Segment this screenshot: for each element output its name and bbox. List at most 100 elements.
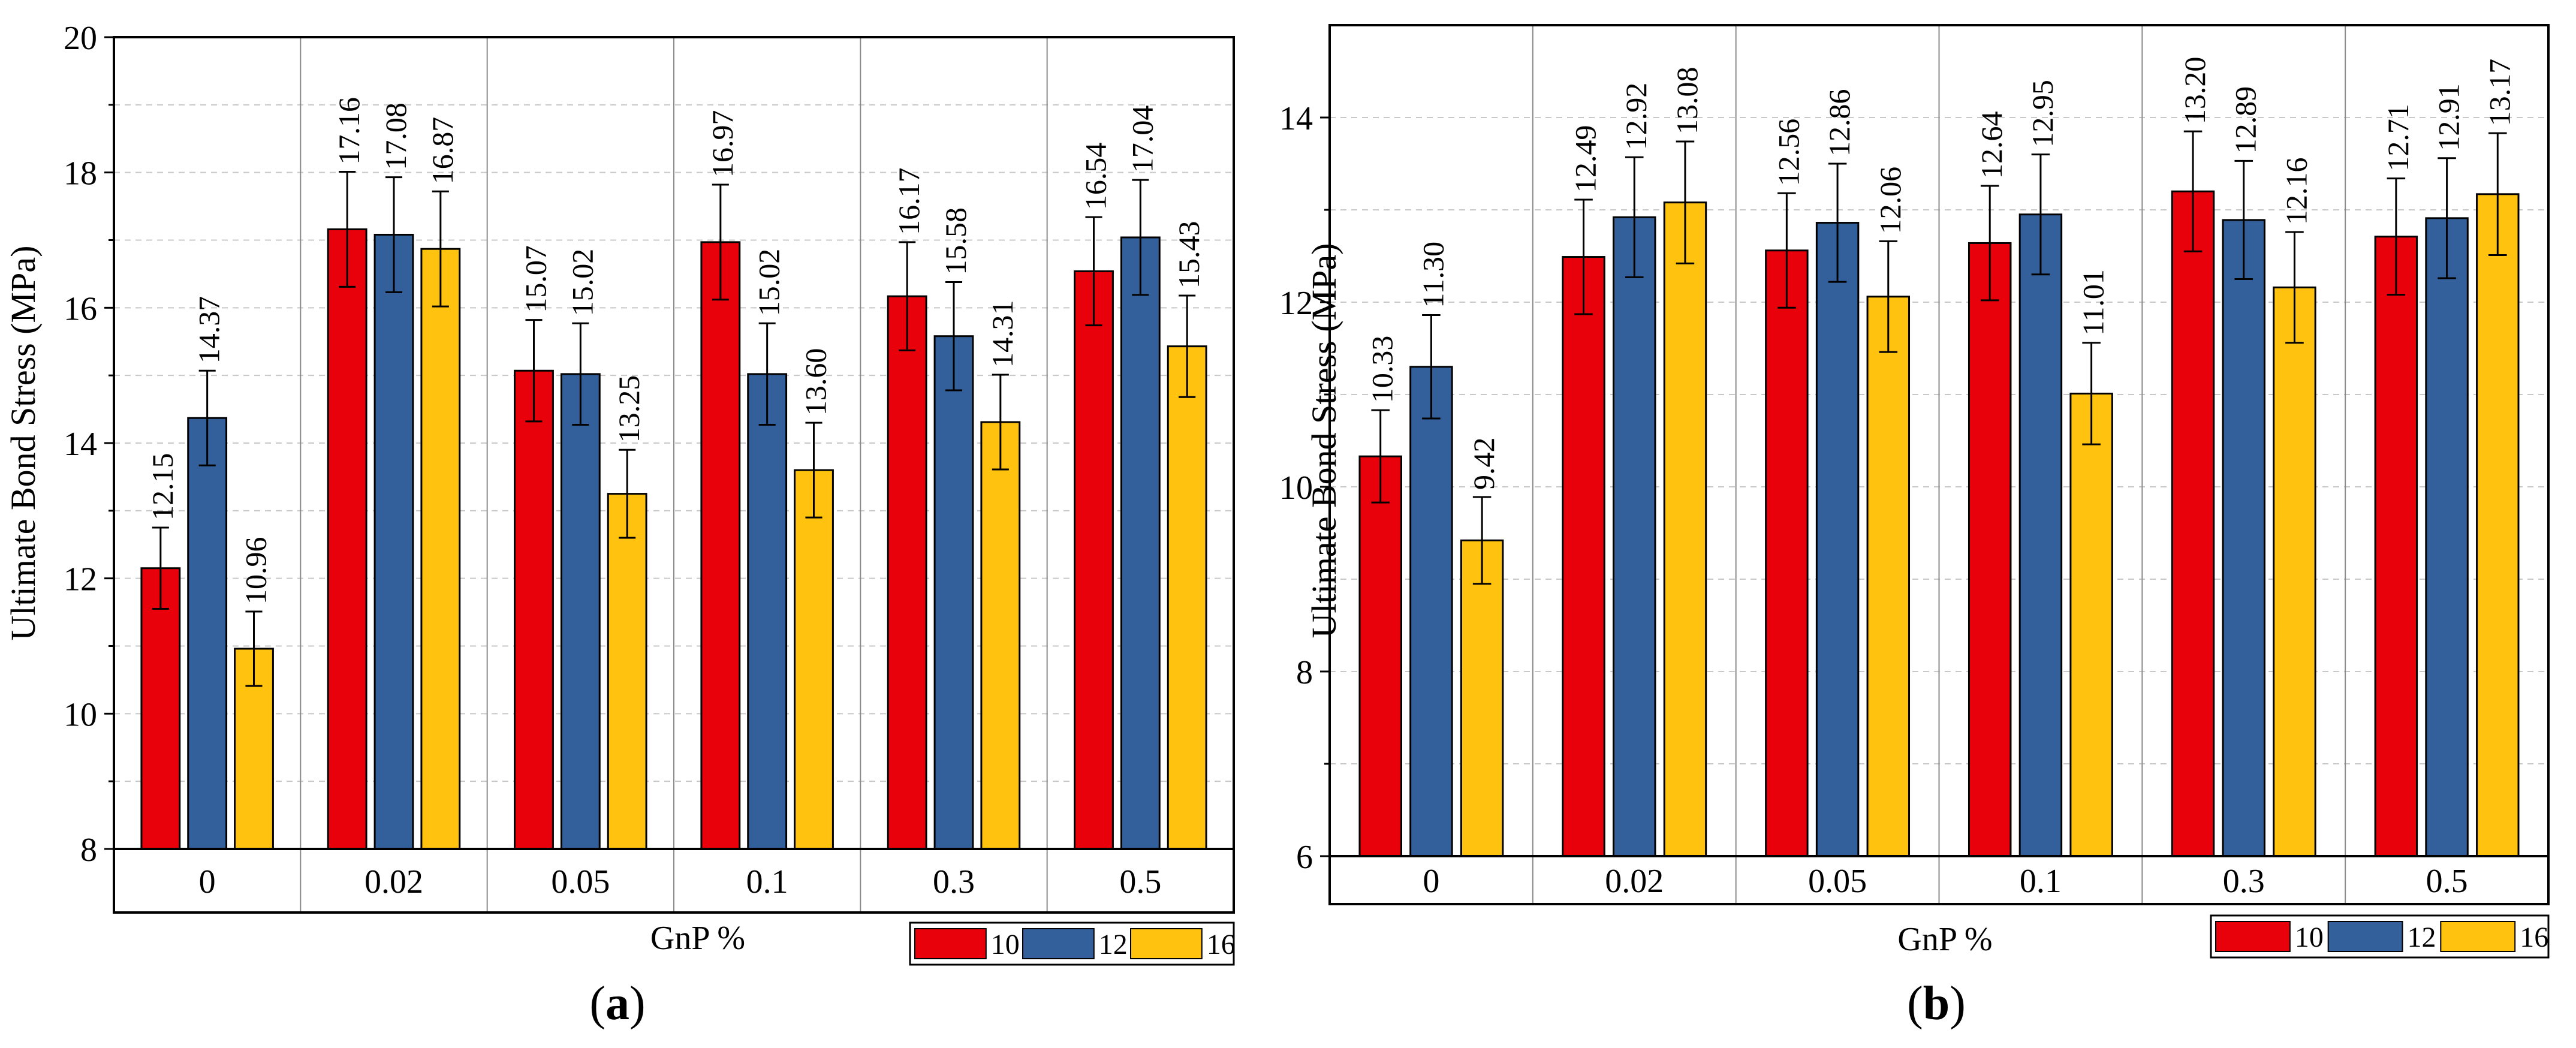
y-tick-label: 10 [1279,469,1313,507]
bar [420,248,461,850]
data-label: 12.49 [1569,125,1602,193]
category-label: 0.05 [551,863,610,901]
data-label: 10.96 [239,537,273,604]
data-label: 12.89 [2229,86,2262,154]
bar [514,369,554,850]
bar [1562,256,1605,857]
bar [1358,455,1402,857]
y-tick-label: 12 [1279,285,1313,322]
legend-label: 12 [2408,921,2436,953]
legend-label: 12 [1099,929,1128,960]
data-label: 17.08 [379,103,412,170]
bar [1120,236,1161,850]
bar [2425,217,2469,857]
y-tick-label: 8 [1296,654,1313,691]
data-label: 13.17 [2482,59,2516,127]
data-label: 17.16 [332,97,366,165]
y-tick-label: 18 [64,155,97,192]
data-label: 12.86 [1822,89,1856,157]
data-label: 16.17 [892,167,926,235]
y-tick-label: 14 [1279,100,1313,137]
category-label: 0 [1423,863,1439,900]
category-label: 0.02 [1605,863,1664,900]
bar [2171,190,2215,857]
legend-swatch [2440,921,2516,952]
data-label: 15.43 [1172,221,1206,288]
data-label: 11.30 [1416,242,1450,308]
legend-swatch [914,928,987,959]
chart-panel-b: 6 8 10 12 14 10.33 11.30 9.42 0 12.49 12.92 13.08 0.… [1279,24,2550,1030]
bar [1968,242,2012,857]
data-label: 12.56 [1771,119,1805,186]
legend-label: 16 [1207,929,1236,960]
data-label: 11.01 [2077,269,2110,336]
bar [1409,366,1453,857]
legend-label: 16 [2520,921,2548,953]
category-label: 0.3 [2223,863,2265,900]
bar [2273,286,2316,857]
data-label: 9.42 [1467,437,1501,490]
data-label: 14.37 [192,296,226,364]
y-axis-label: Ultimate Bond Stress (MPa) [4,246,43,641]
y-axis-label: Ultimate Bond Stress (MPa) [1304,243,1343,639]
category-label: 0.3 [933,863,975,901]
bar [2476,193,2520,857]
bar [607,493,647,850]
category-label: 0.5 [2426,863,2468,900]
data-label: 15.02 [565,249,599,316]
data-label: 13.20 [2178,57,2212,125]
data-label: 13.08 [1670,67,1704,135]
bar [1866,296,1911,857]
bar [140,567,181,850]
data-label: 10.33 [1366,336,1399,403]
panel-caption: (a) [589,977,645,1030]
data-label: 16.87 [426,117,459,185]
data-label: 12.16 [2279,157,2313,225]
bar [1460,539,1504,857]
bar [794,469,834,850]
bar [373,233,414,850]
legend-swatch [2327,921,2403,952]
legend-swatch [2215,921,2291,952]
data-label: 16.54 [1079,143,1113,210]
legend-label: 10 [2295,921,2324,953]
bar [747,373,788,850]
data-label: 17.04 [1125,106,1159,173]
bar [1663,201,1707,857]
bar [1167,345,1207,850]
legend-swatch [1130,928,1203,959]
bar [1613,216,1656,857]
legend-label: 10 [991,929,1020,960]
bar [1815,222,1860,857]
data-label: 12.95 [2026,80,2059,147]
data-label: 12.92 [1619,83,1653,150]
y-tick-label: 10 [64,696,97,733]
bar [2374,236,2418,857]
bar [1074,270,1114,850]
data-label: 12.15 [146,453,179,521]
y-tick-label: 12 [64,561,97,598]
bar [2069,392,2113,857]
y-tick-label: 20 [64,20,97,57]
bar [187,417,228,850]
category-table [1328,855,2550,905]
data-label: 13.60 [799,348,833,416]
x-axis-label: GnP % [650,920,745,957]
bar [2222,219,2265,857]
data-label: 15.58 [939,207,972,275]
category-label: 0.5 [1119,863,1161,901]
bar [560,373,601,850]
category-table [113,848,1235,914]
bar [1765,249,1809,857]
y-tick-label: 8 [80,832,97,869]
data-label: 16.97 [706,110,739,177]
legend: 10 12 16 [2210,914,2550,959]
legend: 10 12 16 [909,921,1236,966]
data-label: 14.31 [986,300,1019,368]
data-label: 12.71 [2381,104,2415,171]
x-axis-label: GnP % [1897,921,1992,958]
y-tick-label: 6 [1296,839,1313,876]
bar [327,228,367,850]
panel-caption: (b) [1907,977,1966,1030]
